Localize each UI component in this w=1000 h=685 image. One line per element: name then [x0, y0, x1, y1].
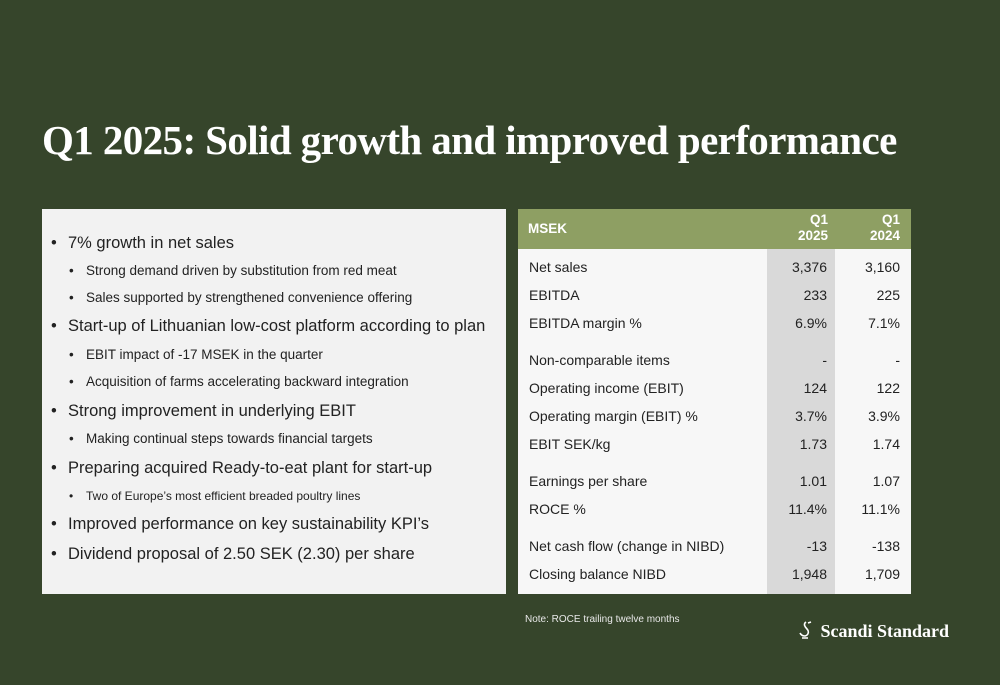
- row-label: Net sales: [529, 259, 588, 275]
- bullet: Dividend proposal of 2.50 SEK (2.30) per…: [51, 545, 415, 564]
- cell-value: 1.01: [799, 473, 827, 489]
- bullet: Two of Europe’s most efficient breaded p…: [69, 489, 360, 503]
- bullet: Sales supported by strengthened convenie…: [69, 290, 412, 305]
- bullet: EBIT impact of -17 MSEK in the quarter: [69, 347, 323, 362]
- cell-value: 7.1%: [868, 315, 900, 331]
- cell-value: 1.73: [799, 436, 827, 452]
- cell-value: 1.07: [872, 473, 900, 489]
- row-label: ROCE %: [529, 501, 586, 517]
- bullet: Making continual steps towards financial…: [69, 431, 373, 446]
- cell-value: 1.74: [872, 436, 900, 452]
- cell-value: 3.7%: [795, 408, 827, 424]
- cell-value: -138: [871, 538, 900, 554]
- cell-value: 225: [876, 287, 900, 303]
- row-label: EBIT SEK/kg: [529, 436, 611, 452]
- table: MSEK Q1 2025 Q1 2024 Net sales 3,376 3,160…: [518, 209, 911, 594]
- cell-value: 122: [876, 380, 900, 396]
- row-label: EBITDA: [529, 287, 580, 303]
- row-label: Closing balance NIBD: [529, 566, 666, 582]
- title: Q1 2025: Solid growth and improved perfo…: [42, 117, 897, 163]
- cell-value: 233: [803, 287, 827, 303]
- row-label: Operating income (EBIT): [529, 380, 684, 396]
- row-label: Non-comparable items: [529, 352, 670, 368]
- bullet: Start-up of Lithuanian low-cost platform…: [51, 317, 485, 336]
- cell-value: 124: [803, 380, 827, 396]
- note: Note: ROCE trailing twelve months: [525, 614, 680, 625]
- logo-icon: [799, 621, 812, 639]
- row-label: Operating margin (EBIT) %: [529, 408, 698, 424]
- cell-value: -: [895, 352, 900, 368]
- cell-value: 1,948: [791, 566, 827, 582]
- column-highlight: [767, 249, 835, 594]
- header-cell: Q1 2024: [869, 212, 900, 243]
- header-cell: MSEK: [528, 221, 568, 236]
- cell-value: 6.9%: [795, 315, 827, 331]
- cell-value: -: [822, 352, 827, 368]
- bullet-panel: 7% growth in net sales Strong demand driv…: [42, 209, 506, 594]
- row-label: Net cash flow (change in NIBD): [529, 538, 725, 554]
- cell-value: 11.4%: [788, 501, 827, 517]
- cell-value: -13: [806, 538, 827, 554]
- bullet: Acquisition of farms accelerating backwa…: [69, 374, 409, 389]
- cell-value: 3,160: [864, 259, 900, 275]
- bullet: Preparing acquired Ready-to-eat plant fo…: [51, 459, 432, 478]
- logo-text: Scandi Standard: [820, 621, 950, 641]
- bullet: Improved performance on key sustainabili…: [51, 515, 429, 534]
- cell-value: 11.1%: [861, 501, 900, 517]
- header-cell: Q1 2025: [797, 212, 828, 243]
- logo: Scandi Standard: [796, 620, 949, 642]
- bullet: Strong improvement in underlying EBIT: [51, 402, 356, 421]
- row-label: Earnings per share: [529, 473, 648, 489]
- row-label: EBITDA margin %: [529, 315, 642, 331]
- cell-value: 3,376: [791, 259, 827, 275]
- bullet: Strong demand driven by substitution fro…: [69, 263, 397, 278]
- cell-value: 3.9%: [868, 408, 900, 424]
- bullet: 7% growth in net sales: [51, 234, 234, 253]
- cell-value: 1,709: [864, 566, 900, 582]
- table-header: MSEK Q1 2025 Q1 2024: [518, 209, 911, 249]
